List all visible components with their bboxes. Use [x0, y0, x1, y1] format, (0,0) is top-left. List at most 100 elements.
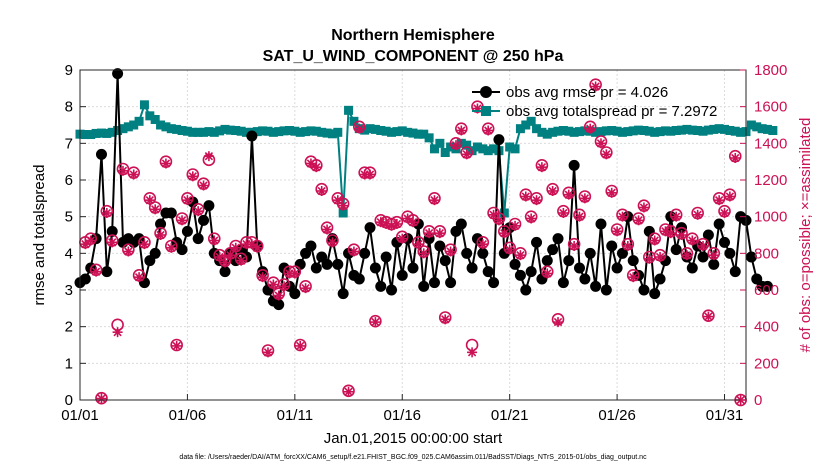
y-right-tick-label: 600 [754, 282, 779, 299]
obs-assimilated-marker [536, 162, 547, 173]
rmse-point [702, 229, 714, 241]
obs-assimilated-stroke [607, 188, 616, 197]
obs-assimilated-marker [193, 206, 204, 217]
spread-point [558, 126, 568, 135]
obs-assimilated-stroke [661, 227, 670, 236]
obs-assimilated-stroke [258, 273, 267, 282]
x-tick-label: 01/16 [383, 407, 421, 424]
obs-assimilated-marker [225, 250, 236, 261]
spread-point [322, 128, 332, 138]
spread-point [655, 127, 665, 137]
obs-assimilated-marker [155, 230, 166, 240]
rmse-point [198, 214, 210, 226]
rmse-point [380, 251, 392, 263]
spread-point [419, 129, 429, 139]
obs-assimilated-stroke [430, 196, 439, 205]
obs-assimilated-stroke [419, 249, 428, 258]
obs-assimilated-marker [134, 272, 145, 283]
spread-point [172, 124, 182, 134]
obs-assimilated-marker [676, 230, 687, 240]
obs-assimilated-stroke [322, 225, 332, 234]
obs-assimilated-stroke [591, 82, 600, 91]
obs-assimilated-marker [504, 244, 515, 255]
obs-assimilated-stroke [381, 219, 391, 229]
rmse-point [659, 255, 671, 267]
obs-assimilated-stroke [167, 243, 176, 252]
spread-point [413, 129, 423, 139]
y-tick-label: 1 [65, 355, 73, 372]
obs-assimilated-stroke [236, 256, 246, 265]
rmse-point [310, 262, 322, 274]
rmse-point [708, 258, 720, 270]
spread-point [306, 126, 316, 136]
obs-assimilated-stroke [548, 186, 557, 196]
rmse-point [396, 269, 408, 281]
rmse-point [101, 266, 113, 278]
obs-assimilated-marker [171, 340, 182, 351]
obs-assimilated-marker [187, 171, 198, 182]
obs-assimilated-marker [493, 215, 504, 226]
obs-assimilated-stroke [102, 208, 112, 218]
rmse-point [670, 244, 682, 256]
spread-point [542, 129, 552, 139]
rmse-point [455, 218, 467, 230]
obs-assimilated-stroke [596, 139, 606, 148]
obs-assimilated-marker [230, 242, 241, 253]
obs-assimilated-marker [461, 149, 472, 160]
obs-assimilated-marker [365, 169, 376, 180]
obs-assimilated-marker [166, 242, 177, 253]
obs-assimilated-stroke [398, 234, 407, 243]
spread-point [752, 122, 762, 132]
spread-point [252, 127, 262, 137]
obs-assimilated-stroke [355, 124, 364, 133]
spread-point [242, 127, 251, 137]
rmse-point [719, 236, 731, 248]
rmse-point [745, 251, 757, 263]
obs-assimilated-stroke [489, 210, 498, 219]
spread-point [182, 126, 192, 136]
rmse-point [165, 207, 177, 219]
obs-assimilated-marker [644, 253, 655, 264]
obs-assimilated-stroke [274, 291, 283, 300]
y-right-tick-label: 1800 [754, 62, 787, 79]
obs-assimilated-marker [649, 235, 660, 246]
spread-point [333, 127, 343, 137]
spread-point [284, 126, 294, 135]
obs-assimilated-marker [107, 237, 118, 248]
y-right-tick-label: 1600 [754, 99, 787, 116]
rmse-point [428, 277, 440, 289]
obs-assimilated-marker [408, 217, 418, 228]
obs-possible-marker [95, 391, 108, 405]
obs-assimilated-stroke [714, 196, 724, 205]
rmse-point [106, 225, 118, 237]
spread-point [290, 126, 300, 136]
legend-rmse-label: obs avg rmse pr = 4.026 [506, 84, 668, 101]
spread-point [623, 127, 633, 137]
obs-assimilated-marker [526, 213, 537, 224]
obs-assimilated-stroke [704, 312, 713, 321]
spread-point [344, 105, 354, 115]
rmse-point [616, 247, 628, 259]
rmse-point [343, 247, 355, 259]
obs-assimilated-stroke [81, 240, 90, 249]
obs-assimilated-stroke [586, 124, 595, 133]
obs-assimilated-stroke [462, 150, 471, 159]
rmse-point [579, 273, 591, 285]
obs-assimilated-stroke [672, 212, 681, 221]
obs-assimilated-stroke [349, 247, 359, 256]
spread-point [215, 126, 225, 136]
ticks: 0 1 2 3 4 5 6 7 8 9 0 200 400 600 800 1000 1200 1400 1600 1… [61, 62, 787, 424]
spread-point [145, 111, 155, 121]
obs-assimilated-stroke [86, 236, 95, 245]
obs-assimilated-marker [515, 250, 526, 261]
obs-assimilated-marker [456, 125, 467, 136]
obs-assimilated-marker [655, 252, 666, 262]
spread-point [123, 122, 133, 132]
obs-assimilated-stroke [441, 315, 450, 324]
spread-point [607, 126, 617, 135]
obs-assimilated-stroke [500, 229, 509, 238]
spread-point [370, 124, 380, 134]
obs-assimilated-marker [338, 200, 349, 211]
spread-point [91, 128, 101, 138]
